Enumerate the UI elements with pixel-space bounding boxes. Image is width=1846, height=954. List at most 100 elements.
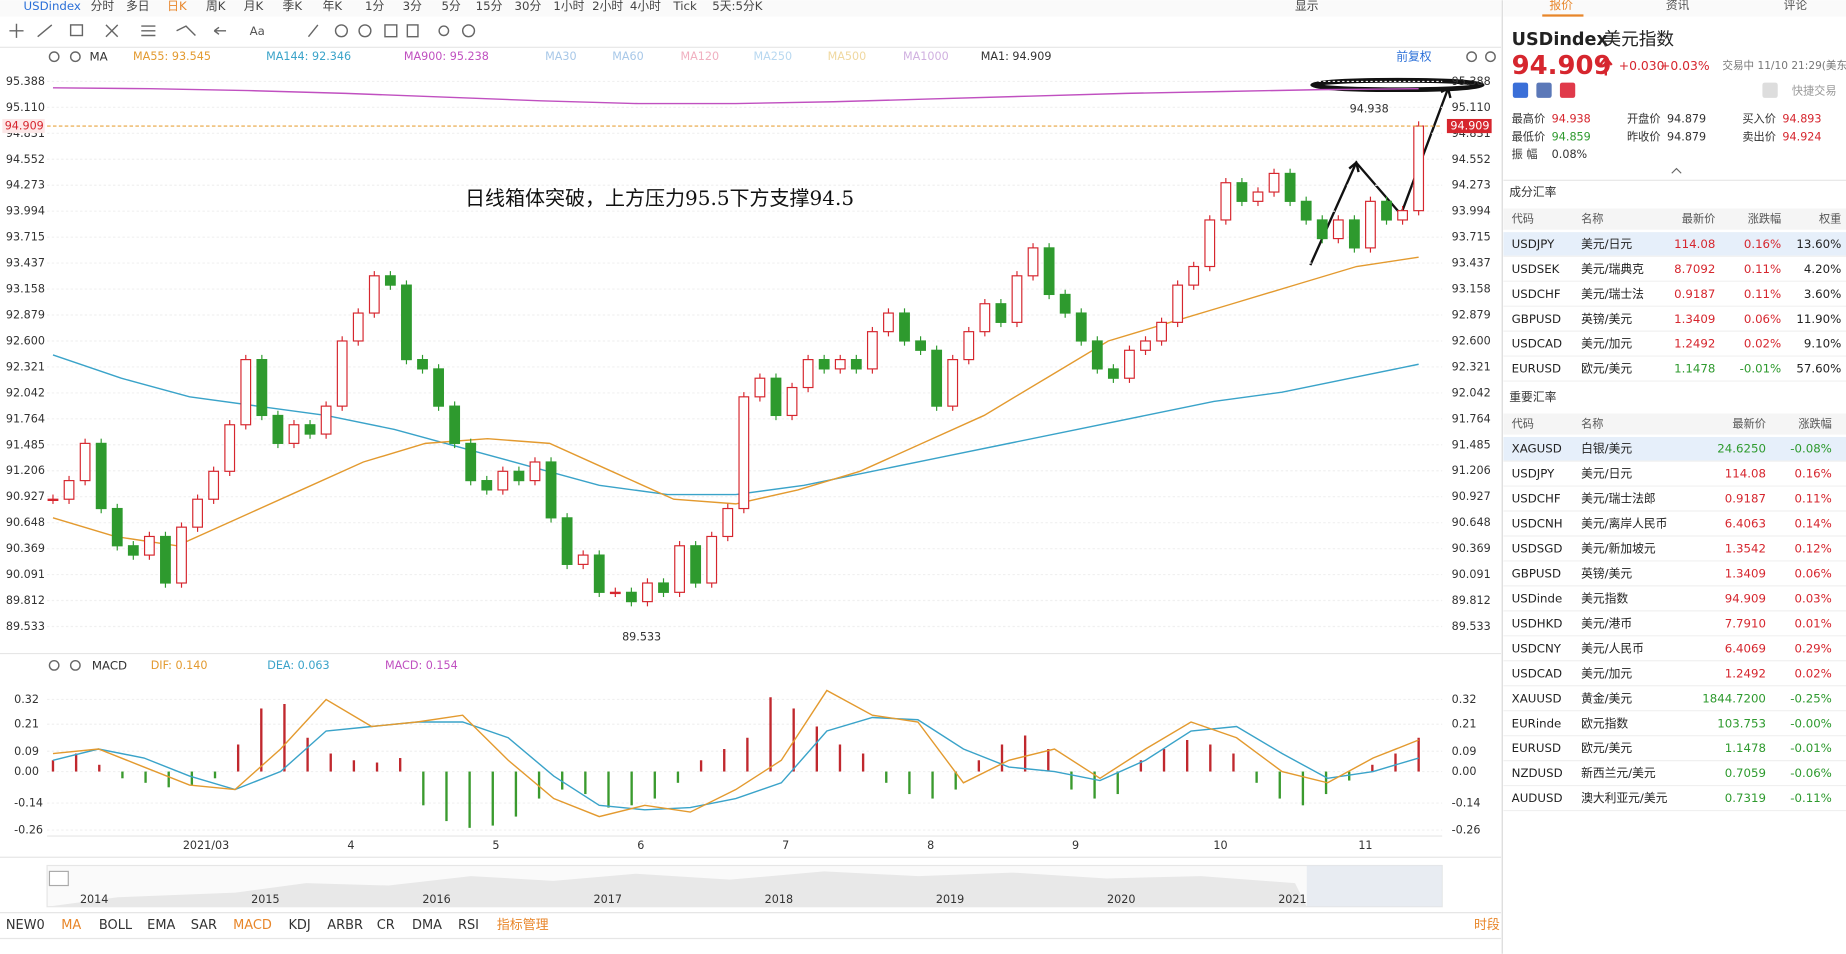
period-button[interactable]: 分时 — [91, 0, 115, 13]
period-button[interactable]: 5分 — [441, 0, 460, 13]
quick-trade-button[interactable]: 快捷交易 — [1792, 83, 1837, 97]
table-cell[interactable]: USDCHF — [1512, 492, 1561, 506]
rect-tool[interactable] — [69, 24, 84, 37]
zoom-in[interactable] — [1485, 51, 1496, 63]
news-icon[interactable] — [1536, 82, 1552, 98]
period-button[interactable]: 5天:5分K — [712, 0, 762, 13]
period-button[interactable]: 时段 — [1474, 918, 1500, 933]
table-cell[interactable]: USDCAD — [1512, 337, 1562, 351]
period-button[interactable]: 年K — [323, 0, 343, 13]
text-tool[interactable]: Aa — [250, 24, 265, 38]
wave-tool[interactable] — [176, 25, 196, 37]
sync-tool[interactable] — [358, 24, 372, 38]
table-cell[interactable]: AUDUSD — [1512, 791, 1563, 805]
table-cell: -0.11% — [1790, 791, 1832, 805]
table-cell[interactable]: USDHKD — [1512, 616, 1563, 630]
close-icon[interactable] — [69, 51, 81, 63]
y-tick-label: 91.206 — [1452, 464, 1491, 477]
symbol-link[interactable]: USDindex — [24, 0, 81, 13]
channel-tool[interactable] — [141, 25, 156, 37]
delete-tool[interactable] — [406, 24, 419, 38]
period-button[interactable]: 1小时 — [553, 0, 584, 13]
globe-icon[interactable] — [1512, 82, 1529, 98]
indicator-tab[interactable]: KDJ — [288, 918, 310, 933]
table-cell[interactable]: XAUUSD — [1512, 691, 1562, 705]
table-cell: 澳大利亚元/美元 — [1581, 791, 1668, 805]
crosshair-tool[interactable] — [9, 23, 24, 38]
display-button[interactable]: 显示 — [1295, 0, 1319, 13]
candle — [1381, 200, 1392, 221]
indicator-tab[interactable]: MACD — [233, 918, 272, 933]
period-button[interactable]: 30分 — [514, 0, 541, 13]
indicator-name[interactable]: MA — [89, 50, 107, 64]
table-cell[interactable]: USDCAD — [1512, 666, 1562, 680]
period-button[interactable]: 3分 — [403, 0, 422, 13]
table-cell[interactable]: USDCHF — [1512, 287, 1561, 301]
indicator-tab[interactable]: SAR — [191, 918, 217, 933]
arrow-tool[interactable] — [213, 26, 227, 35]
pen-tool[interactable] — [307, 24, 319, 38]
indicator-tab[interactable]: 指标管理 — [497, 918, 549, 933]
indicator-tab[interactable]: EMA — [147, 918, 175, 933]
line-tool[interactable] — [37, 24, 53, 38]
settings-tool[interactable] — [461, 24, 476, 38]
table-cell[interactable]: USDSEK — [1512, 262, 1560, 276]
table-cell[interactable]: USDSGD — [1512, 542, 1563, 556]
view-tool[interactable] — [438, 25, 450, 37]
zoom-out[interactable] — [1466, 51, 1478, 63]
settings-icon[interactable] — [48, 659, 60, 671]
settings-icon[interactable] — [48, 51, 60, 63]
table-cell[interactable]: XAGUSD — [1512, 442, 1562, 456]
collapse-icon[interactable] — [1671, 167, 1682, 174]
stat-label: 买入价 — [1742, 113, 1776, 126]
table-cell[interactable]: USDinde — [1512, 591, 1563, 605]
adjust-button[interactable]: 前复权 — [1396, 50, 1432, 64]
candle — [352, 312, 364, 342]
period-button[interactable]: 15分 — [476, 0, 503, 13]
table-cell[interactable]: GBPUSD — [1512, 567, 1561, 581]
table-cell[interactable]: USDJPY — [1512, 467, 1555, 481]
table-cell[interactable]: USDCNY — [1512, 641, 1562, 655]
navigator-window[interactable] — [1306, 865, 1443, 907]
candle — [384, 275, 396, 286]
table-cell[interactable]: EURUSD — [1512, 741, 1561, 755]
panel-tab[interactable]: 资讯 — [1666, 0, 1690, 12]
indicator-name[interactable]: MACD — [92, 658, 127, 672]
y-tick-label: 92.879 — [1452, 309, 1491, 322]
table-cell[interactable]: GBPUSD — [1512, 312, 1561, 326]
period-button[interactable]: 季K — [283, 0, 303, 13]
y-tick-label: 92.600 — [1452, 334, 1491, 347]
table-cell[interactable]: USDCNH — [1512, 517, 1563, 531]
alert-icon[interactable] — [1559, 82, 1576, 98]
table-cell[interactable]: USDJPY — [1512, 237, 1555, 251]
period-button[interactable]: 4小时 — [630, 0, 661, 13]
indicator-tab[interactable]: DMA — [412, 918, 442, 933]
magnet-tool[interactable] — [334, 24, 349, 38]
indicator-tab[interactable]: ARBR — [327, 918, 363, 933]
indicator-tab[interactable]: RSI — [458, 918, 479, 933]
period-button[interactable]: 月K — [244, 0, 264, 13]
navigator-menu[interactable] — [48, 870, 69, 887]
panel-tab[interactable]: 报价 — [1549, 0, 1573, 12]
table-cell[interactable]: NZDUSD — [1512, 766, 1563, 780]
fib-tool[interactable] — [105, 24, 119, 38]
indicator-tab[interactable]: MA — [61, 918, 81, 933]
period-button[interactable]: 周K — [206, 0, 226, 13]
period-button[interactable]: 多日 — [126, 0, 150, 13]
indicator-tab[interactable]: NEW0 — [6, 918, 45, 933]
period-button[interactable]: 1分 — [365, 0, 384, 13]
bell-icon[interactable] — [1762, 82, 1778, 98]
period-button[interactable]: Tick — [672, 0, 697, 13]
y-tick-label: 90.369 — [1452, 542, 1491, 555]
period-button[interactable]: 日K — [167, 0, 187, 13]
indicator-tab[interactable]: CR — [377, 918, 395, 933]
close-icon[interactable] — [69, 659, 81, 671]
period-button[interactable]: 2小时 — [592, 0, 623, 13]
table-cell[interactable]: EURinde — [1512, 716, 1562, 730]
table-cell: 0.16% — [1794, 467, 1831, 481]
table-cell[interactable]: EURUSD — [1512, 362, 1561, 376]
indicator-tab[interactable]: BOLL — [99, 918, 133, 933]
y-tick-label: 0.00 — [14, 765, 39, 778]
lock-tool[interactable] — [384, 24, 398, 38]
panel-tab[interactable]: 评论 — [1784, 0, 1808, 12]
